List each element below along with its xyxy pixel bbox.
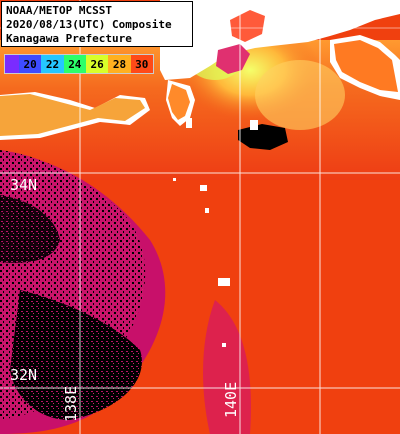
legend-swatch-lead — [5, 55, 19, 73]
legend-tick-26: 26 — [85, 55, 109, 73]
lat-label-32n: 32N — [10, 366, 38, 384]
temperature-color-legend: 20 22 24 26 28 30 — [4, 54, 154, 74]
legend-tick-20: 20 — [19, 55, 42, 73]
legend-tick-30: 30 — [130, 55, 153, 73]
lon-label-140e: 140E — [222, 381, 240, 418]
title-line-3: Kanagawa Prefecture — [6, 32, 132, 45]
lat-label-34n: 34N — [10, 176, 38, 194]
map-title-box: NOAA/METOP MCSST 2020/08/13(UTC) Composi… — [1, 1, 193, 47]
title-line-1: NOAA/METOP MCSST — [6, 4, 112, 17]
title-line-2: 2020/08/13(UTC) Composite — [6, 18, 172, 31]
legend-tick-24: 24 — [63, 55, 86, 73]
lon-label-138e: 138E — [62, 385, 80, 422]
legend-tick-22: 22 — [41, 55, 64, 73]
legend-tick-28: 28 — [108, 55, 131, 73]
